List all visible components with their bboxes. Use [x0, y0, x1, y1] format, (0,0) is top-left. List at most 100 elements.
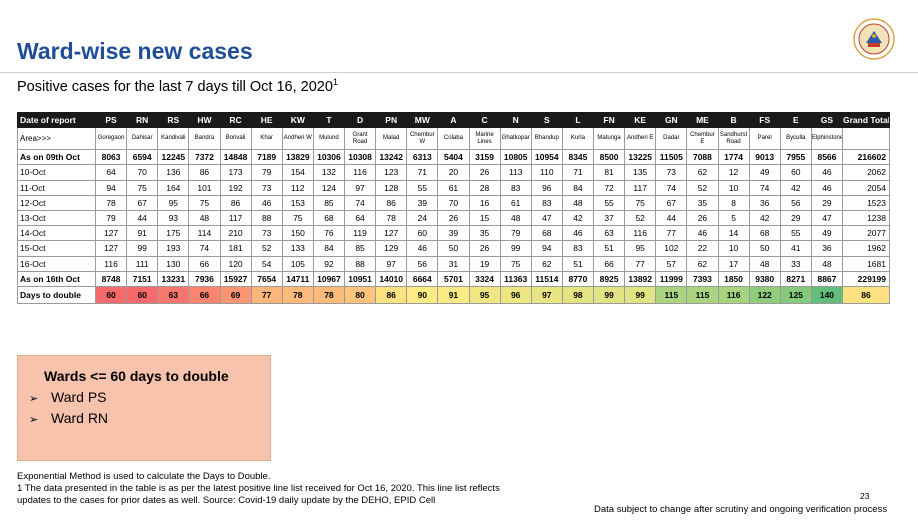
wards-callout-item: ➢ Ward RN: [29, 409, 270, 430]
table-cell: 192: [219, 179, 252, 196]
table-cell: 72: [592, 179, 626, 196]
table-cell: 74: [748, 179, 781, 196]
table-cell: 116: [624, 225, 657, 242]
table-cell: 153: [281, 194, 314, 211]
column-header: HE: [250, 111, 283, 129]
table-cell: 10: [717, 179, 750, 196]
table-row: As on 09th Oct 8063 6594 12245 7372 14848 7189…: [17, 149, 890, 166]
footnote-line: 1 The data presented in the table is as …: [17, 483, 500, 494]
table-cell: 10308: [343, 149, 377, 166]
table-cell: 3159: [468, 149, 501, 166]
area-cell: Dahisar: [126, 127, 159, 151]
wards-callout-item: ➢ Ward PS: [29, 388, 270, 409]
area-cell: Parel: [748, 127, 781, 151]
table-cell: 48: [748, 255, 781, 272]
table-cell: 114: [188, 225, 221, 242]
disclaimer: Data subject to change after scrutiny an…: [594, 504, 888, 515]
table-row: 16-Oct 116 111 130 66 120 54 105 92 88 97 56 31 19 75 6…: [17, 255, 890, 272]
area-cell: [842, 127, 890, 151]
days-to-double-cell: 91: [437, 285, 470, 304]
table-cell: 154: [281, 164, 314, 181]
table-cell: 35: [686, 194, 719, 211]
table-cell: 136: [157, 164, 190, 181]
table-cell: 29: [810, 194, 844, 211]
table-cell: 42: [779, 179, 812, 196]
table-cell: 26: [686, 209, 719, 227]
table-cell: 130: [157, 255, 190, 272]
table-cell: 76: [312, 225, 346, 242]
table-cell: 78: [94, 194, 128, 211]
table-cell: 68: [748, 225, 781, 242]
table-row: 15-Oct 127 99 193 74 181 52 133 84 85 129 46 50 26 99 9…: [17, 240, 890, 257]
table-cell: 26: [468, 240, 501, 257]
table-cell: 10805: [499, 149, 532, 166]
table-cell: 7654: [250, 270, 283, 287]
arrow-bullet-icon: ➢: [29, 393, 39, 405]
area-cell: Matunga: [592, 127, 626, 151]
column-header: MW: [406, 111, 439, 129]
table-cell: 116: [94, 255, 128, 272]
column-header: PS: [94, 111, 128, 129]
area-cell: Grant Road: [343, 127, 377, 151]
column-header: E: [779, 111, 812, 129]
row-label: 13-Oct: [17, 209, 96, 227]
column-header: KW: [281, 111, 314, 129]
table-row: 13-Oct 79 44 93 48 117 88 75 68 64 78 24 26 15 48 47 42 3…: [17, 209, 890, 227]
title-divider: [0, 72, 918, 73]
days-to-double-cell: 69: [219, 285, 252, 304]
table-cell: 39: [406, 194, 439, 211]
table-cell: 56: [779, 194, 812, 211]
table-cell: 9013: [748, 149, 781, 166]
table-cell: 68: [312, 209, 346, 227]
table-cell: 127: [94, 240, 128, 257]
table-cell: 60: [779, 164, 812, 181]
area-cell: Sandhurst Road: [717, 127, 750, 151]
wards-callout-title: Wards <= 60 days to double: [44, 368, 229, 384]
table-cell: 14010: [375, 270, 408, 287]
table-cell: 48: [188, 209, 221, 227]
table-cell: 5404: [437, 149, 470, 166]
table-cell: 29: [779, 209, 812, 227]
table-cell: 8770: [561, 270, 595, 287]
column-header: RC: [219, 111, 252, 129]
table-cell: 6664: [406, 270, 439, 287]
table-cell: 75: [624, 194, 657, 211]
table-cell: 1962: [842, 240, 890, 257]
column-header: PN: [375, 111, 408, 129]
table-cell: 12: [717, 164, 750, 181]
wards-callout-box: Wards <= 60 days to double ➢ Ward PS ➢ War…: [17, 355, 271, 461]
table-cell: 99: [499, 240, 532, 257]
table-cell: 94: [94, 179, 128, 196]
table-cell: 8: [717, 194, 750, 211]
table-cell: 173: [219, 164, 252, 181]
table-cell: 77: [655, 225, 688, 242]
table-cell: 46: [406, 240, 439, 257]
table-cell: 54: [250, 255, 283, 272]
table-cell: 94: [530, 240, 563, 257]
table-header-row: Date of report PS RN RS HW RC HE KW T D PN MW A C N S L F…: [17, 111, 890, 129]
table-cell: 150: [281, 225, 314, 242]
table-cell: 86: [219, 194, 252, 211]
area-cell: Marine Lines: [468, 127, 501, 151]
table-cell: 55: [779, 225, 812, 242]
table-cell: 55: [406, 179, 439, 196]
table-row: 14-Oct 127 91 175 114 210 73 150 76 119 127 60 39 35 7…: [17, 225, 890, 242]
arrow-bullet-icon: ➢: [29, 414, 39, 426]
row-label: 11-Oct: [17, 179, 96, 196]
table-cell: 20: [437, 164, 470, 181]
table-row: 11-Oct 94 75 164 101 192 73 112 124 97 128 55 61 28 83…: [17, 179, 890, 196]
table-cell: 51: [561, 255, 595, 272]
table-cell: 46: [686, 225, 719, 242]
table-cell: 13225: [624, 149, 657, 166]
table-cell: 6594: [126, 149, 159, 166]
table-cell: 85: [312, 194, 346, 211]
table-cell: 95: [157, 194, 190, 211]
table-cell: 68: [530, 225, 563, 242]
days-to-double-cell: 60: [126, 285, 159, 304]
table-cell: 49: [748, 164, 781, 181]
days-to-double-cell: 97: [530, 285, 563, 304]
table-cell: 127: [94, 225, 128, 242]
area-row: Area>>> Goregaon Dahisar Kandivali Bandra Bor…: [17, 127, 890, 151]
ward-cases-table: Date of report PS RN RS HW RC HE KW T D PN MW A C N S L F…: [17, 111, 890, 304]
row-label: 14-Oct: [17, 225, 96, 242]
